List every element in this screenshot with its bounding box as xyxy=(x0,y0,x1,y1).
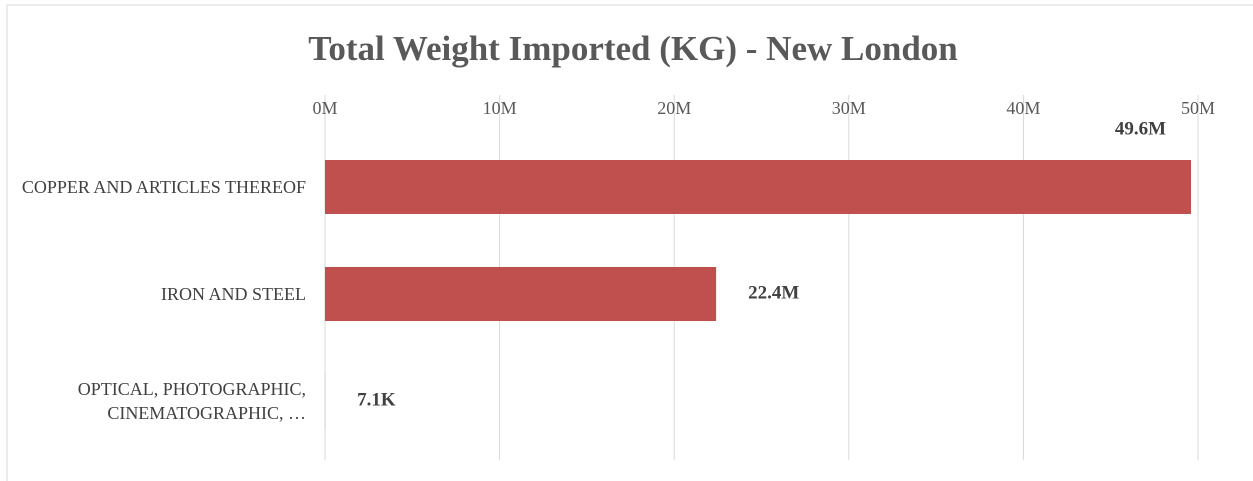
x-tick-label: 40M xyxy=(1006,98,1040,118)
x-tick-label: 10M xyxy=(483,98,517,118)
y-tick-label: IRON AND STEEL xyxy=(161,284,306,304)
x-tick-label: 30M xyxy=(832,98,866,118)
data-label: 49.6M xyxy=(1115,118,1166,139)
x-tick-label: 50M xyxy=(1181,98,1215,118)
chart-title: Total Weight Imported (KG) - New London xyxy=(308,29,958,68)
x-tick-label: 20M xyxy=(657,98,691,118)
bar xyxy=(325,160,1192,214)
y-tick-label: COPPER AND ARTICLES THEREOF xyxy=(21,177,306,197)
data-label: 7.1K xyxy=(357,389,396,410)
y-tick-label: OPTICAL, PHOTOGRAPHIC, CINEMATOGRAPHIC, … xyxy=(77,379,306,423)
x-tick-label: 0M xyxy=(312,98,337,118)
category-labels: COPPER AND ARTICLES THEREOF IRON AND STEE… xyxy=(0,0,306,481)
data-label: 22.4M xyxy=(748,282,799,303)
chart-border xyxy=(6,4,1253,481)
bar xyxy=(325,267,717,321)
